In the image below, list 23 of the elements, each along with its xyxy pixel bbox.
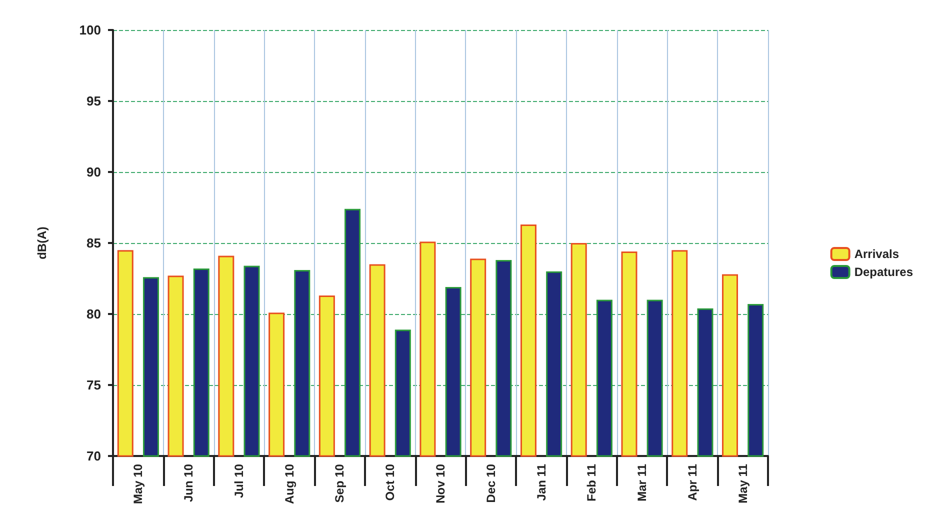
y-tick-label: 70 bbox=[86, 448, 101, 464]
x-tick-label: Aug 10 bbox=[282, 464, 296, 504]
y-tick-label: 80 bbox=[86, 306, 101, 322]
x-tick-label: Jun 10 bbox=[182, 464, 196, 502]
x-tick-label: May 11 bbox=[736, 464, 750, 504]
x-tick-label: Jul 10 bbox=[232, 464, 246, 498]
x-tick-label: Nov 10 bbox=[434, 464, 448, 504]
y-axis-title: dB(A) bbox=[35, 226, 49, 260]
x-tick-label: Oct 10 bbox=[383, 464, 398, 501]
x-tick-label: Apr 11 bbox=[685, 464, 700, 501]
x-tick-label: Mar 11 bbox=[635, 464, 650, 502]
legend-label: Arrivals bbox=[854, 247, 900, 261]
x-tick-label: Dec 10 bbox=[484, 464, 498, 503]
y-tick-label: 85 bbox=[86, 236, 101, 250]
y-tick-label: 95 bbox=[86, 94, 101, 108]
y-tick-label: 100 bbox=[79, 22, 101, 38]
x-tick-label: Sep 10 bbox=[332, 464, 347, 503]
y-tick-label: 90 bbox=[86, 164, 101, 180]
x-tick-label: May 10 bbox=[131, 464, 146, 504]
legend-label: Depatures bbox=[854, 265, 914, 279]
x-tick-label: Jan 11 bbox=[534, 464, 548, 501]
x-tick-label: Feb 11 bbox=[584, 464, 599, 502]
y-tick-label: 75 bbox=[86, 378, 101, 392]
